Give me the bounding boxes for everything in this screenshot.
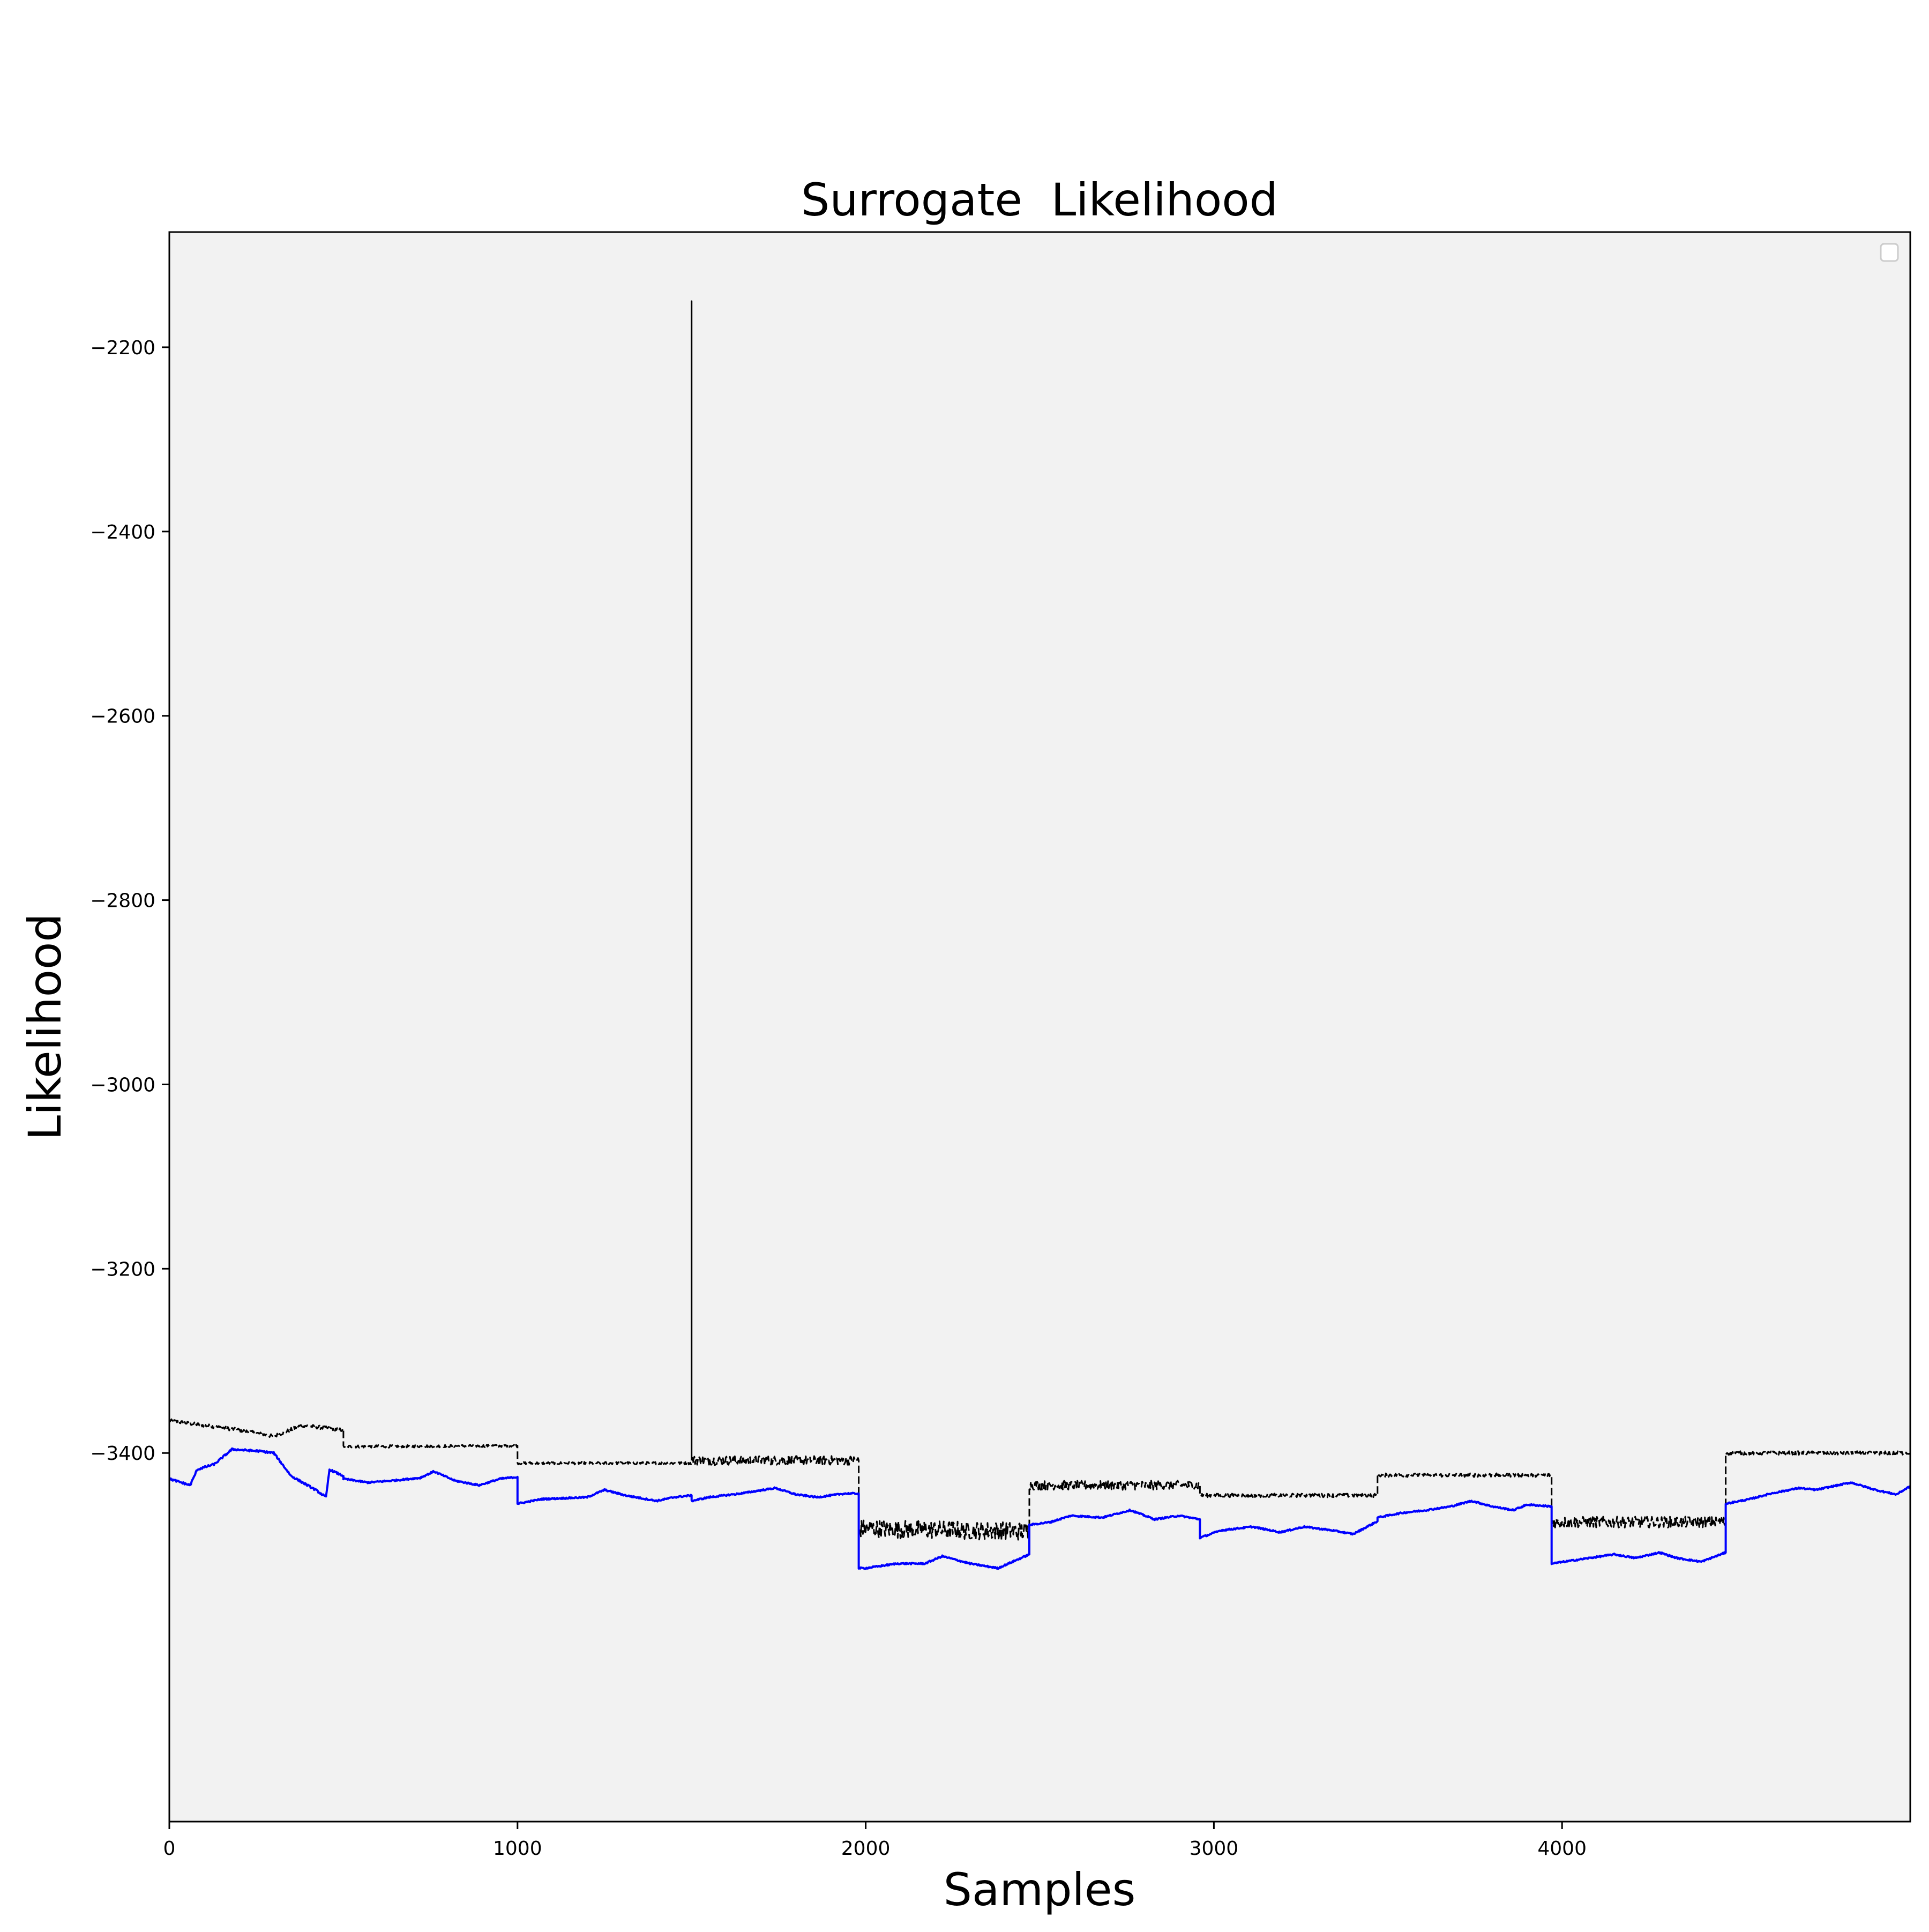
x-tick-label: 3000 [1190, 1838, 1239, 1860]
y-tick-label: −2600 [90, 706, 155, 728]
x-tick-label: 1000 [493, 1838, 542, 1860]
y-tick-label: −2400 [90, 521, 155, 543]
legend-box [1880, 243, 1899, 262]
y-tick-label: −3200 [90, 1258, 155, 1280]
plot-area [169, 232, 1910, 1822]
y-tick-label: −2800 [90, 890, 155, 912]
x-tick-label: 4000 [1537, 1838, 1587, 1860]
x-axis-ticks: 0 1000 2000 3000 4000 [163, 1822, 1587, 1860]
plot-frame [168, 231, 1911, 1823]
series-layer [168, 300, 1911, 1570]
y-tick-label: −3000 [90, 1074, 155, 1096]
x-tick-label: 0 [163, 1838, 176, 1860]
y-tick-label: −3400 [90, 1443, 155, 1465]
y-tick-label: −2200 [90, 337, 155, 359]
x-axis-label: Samples [944, 1863, 1136, 1916]
series-line-1 [168, 1447, 1911, 1570]
y-axis-ticks: −3400 −3200 −3000 −2800 −2600 −2400 −2200 [90, 337, 169, 1465]
y-axis-label: Likelihood [19, 913, 71, 1140]
chart-title: Surrogate Likelihood [801, 174, 1278, 226]
x-tick-label: 2000 [841, 1838, 891, 1860]
